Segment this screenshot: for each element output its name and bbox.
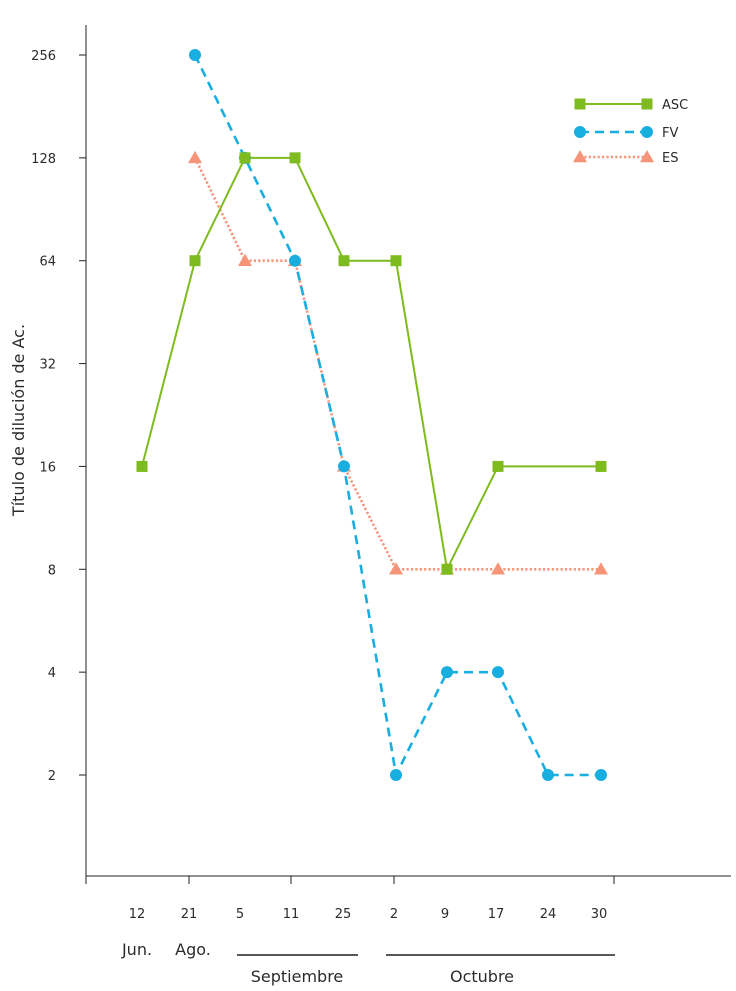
data-point-asc [492,460,504,472]
y-tick-label: 4 [48,666,56,681]
x-tick-label: 12 [129,907,146,922]
month-label-ago: Ago. [175,940,211,959]
series-line-asc [141,156,601,571]
data-point-fv [390,769,402,781]
y-tick-label: 256 [31,49,56,64]
data-point-fv [289,254,301,267]
x-ticks: 12 21 5 11 25 2 9 17 24 30 [129,876,608,922]
y-tick-label: 128 [31,152,56,167]
data-point-fv [542,769,554,781]
data-point-fv [189,49,201,61]
data-point-asc [289,152,301,164]
y-tick-label: 8 [48,563,56,578]
data-point-asc [441,563,453,575]
data-point-fv [338,460,350,473]
x-tick-label: 25 [335,907,352,922]
data-point-asc [239,152,251,164]
legend-marker-fv [574,126,586,138]
data-point-asc [189,255,201,267]
data-point-es [188,150,202,164]
series-markers [136,49,608,781]
legend-label-asc: ASC [662,98,688,113]
data-point-asc [390,255,402,267]
y-tick-label: 32 [39,358,56,373]
y-tick-label: 16 [39,460,56,475]
month-label-octubre: Octubre [450,967,514,986]
data-point-es [491,562,505,575]
legend-marker-asc [641,98,653,110]
data-point-fv [441,666,453,679]
series-line-fv [193,54,601,777]
y-ticks: 2 4 8 16 32 64 128 256 [31,49,86,784]
axes [85,25,731,884]
x-tick-label: 21 [181,907,198,922]
y-tick-label: 2 [48,769,56,784]
data-point-es [594,562,608,575]
series-lines [141,54,601,777]
x-tick-label: 5 [236,907,244,922]
data-point-asc [338,255,350,267]
legend-marker-fv [641,126,653,138]
legend-marker-asc [574,98,586,110]
data-point-es [389,562,403,575]
x-tick-label: 30 [591,907,608,922]
data-point-es [238,253,252,266]
data-point-asc [595,460,607,472]
x-tick-label: 11 [283,907,300,922]
legend: ASC FV ES [573,98,688,166]
legend-label-fv: FV [662,126,678,141]
y-axis-title: Título de dilución de Ac. [9,324,28,517]
data-point-asc [136,460,148,472]
x-tick-label: 24 [540,907,557,922]
data-point-fv [492,666,504,679]
legend-marker-es [640,150,654,163]
x-tick-label: 9 [441,907,449,922]
month-labels: Jun. Ago. Septiembre Octubre [121,940,615,986]
month-label-jun: Jun. [121,940,152,959]
series-line-es [193,157,601,571]
x-tick-label: 2 [390,907,398,922]
data-point-fv [595,769,607,781]
x-tick-label: 17 [488,907,505,922]
y-tick-label: 64 [39,255,56,270]
legend-marker-es [573,150,587,163]
legend-label-es: ES [662,151,678,166]
month-label-septiembre: Septiembre [251,967,344,986]
